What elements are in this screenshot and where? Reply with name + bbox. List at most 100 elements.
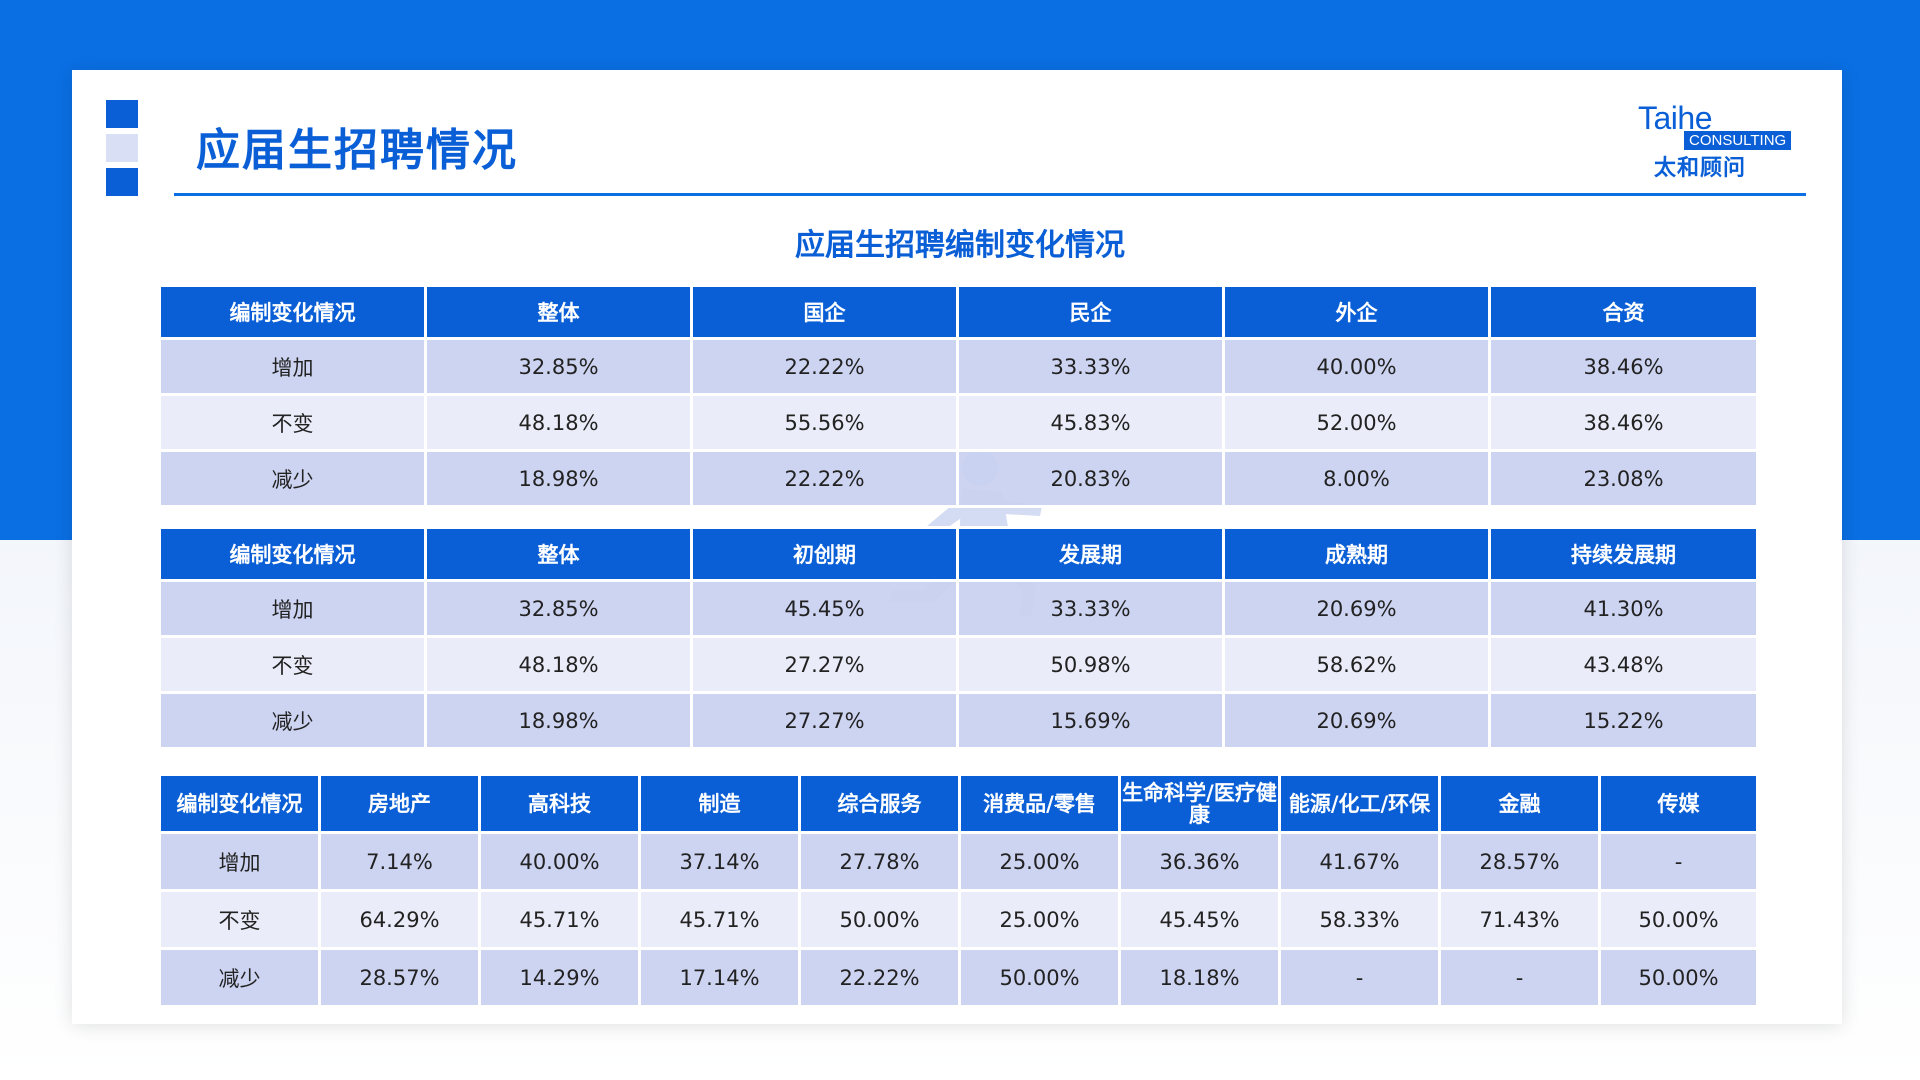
header-cell: 编制变化情况 bbox=[158, 284, 427, 340]
table-cell: 18.18% bbox=[1118, 947, 1281, 1008]
table-row: 增加 7.14% 40.00% 37.14% 27.78% 25.00% 36.… bbox=[158, 831, 1759, 892]
table-cell: 33.33% bbox=[956, 579, 1225, 638]
table-row: 减少 18.98% 22.22% 20.83% 8.00% 23.08% bbox=[158, 449, 1759, 508]
table-cell: 48.18% bbox=[424, 635, 693, 694]
table-cell: 27.27% bbox=[690, 691, 959, 750]
table-cell: 71.43% bbox=[1438, 889, 1601, 950]
table-cell: 18.98% bbox=[424, 449, 693, 508]
table-cell: 50.00% bbox=[958, 947, 1121, 1008]
table-cell: 17.14% bbox=[638, 947, 801, 1008]
table-cell: 38.46% bbox=[1488, 337, 1759, 396]
table-cell: 23.08% bbox=[1488, 449, 1759, 508]
header-cell: 高科技 bbox=[478, 773, 641, 834]
table-industry: 编制变化情况 房地产 高科技 制造 综合服务 消费品/零售 生命科学/医疗健康 … bbox=[158, 773, 1759, 1008]
row-label: 不变 bbox=[158, 889, 321, 950]
header-cell: 消费品/零售 bbox=[958, 773, 1121, 834]
table-cell: 45.71% bbox=[478, 889, 641, 950]
table-company-stage: 编制变化情况 整体 初创期 发展期 成熟期 持续发展期 增加 32.85% 45… bbox=[158, 526, 1759, 750]
table-row: 不变 48.18% 55.56% 45.83% 52.00% 38.46% bbox=[158, 393, 1759, 452]
table-cell: 8.00% bbox=[1222, 449, 1491, 508]
table-cell: 36.36% bbox=[1118, 831, 1281, 892]
table-row: 增加 32.85% 45.45% 33.33% 20.69% 41.30% bbox=[158, 579, 1759, 638]
table-cell: - bbox=[1278, 947, 1441, 1008]
table-cell: 48.18% bbox=[424, 393, 693, 452]
table-cell: 32.85% bbox=[424, 579, 693, 638]
table-cell: 41.30% bbox=[1488, 579, 1759, 638]
section-title: 应届生招聘编制变化情况 bbox=[795, 228, 1125, 263]
table-row: 不变 48.18% 27.27% 50.98% 58.62% 43.48% bbox=[158, 635, 1759, 694]
row-label: 不变 bbox=[158, 635, 427, 694]
table-cell: - bbox=[1598, 831, 1759, 892]
table-cell: 52.00% bbox=[1222, 393, 1491, 452]
header-cell: 编制变化情况 bbox=[158, 773, 321, 834]
header-cell: 金融 bbox=[1438, 773, 1601, 834]
logo-cn-text: 太和顾问 bbox=[1654, 156, 1747, 181]
table-row: 不变 64.29% 45.71% 45.71% 50.00% 25.00% 45… bbox=[158, 889, 1759, 950]
table-cell: 37.14% bbox=[638, 831, 801, 892]
header-cell: 民企 bbox=[956, 284, 1225, 340]
table-cell: 15.69% bbox=[956, 691, 1225, 750]
row-label: 增加 bbox=[158, 337, 427, 396]
table-cell: 27.78% bbox=[798, 831, 961, 892]
table-cell: 50.00% bbox=[1598, 889, 1759, 950]
table-cell: 22.22% bbox=[798, 947, 961, 1008]
header-cell: 编制变化情况 bbox=[158, 526, 427, 582]
table-cell: 64.29% bbox=[318, 889, 481, 950]
table-cell: - bbox=[1438, 947, 1601, 1008]
header-cell: 外企 bbox=[1222, 284, 1491, 340]
row-label: 增加 bbox=[158, 579, 427, 638]
table-ownership: 编制变化情况 整体 国企 民企 外企 合资 增加 32.85% 22.22% 3… bbox=[158, 284, 1759, 508]
header-cell: 国企 bbox=[690, 284, 959, 340]
header-cell: 持续发展期 bbox=[1488, 526, 1759, 582]
table-header-row: 编制变化情况 整体 初创期 发展期 成熟期 持续发展期 bbox=[158, 526, 1759, 582]
table-cell: 58.33% bbox=[1278, 889, 1441, 950]
decor-square-middle bbox=[106, 134, 138, 162]
table-cell: 50.98% bbox=[956, 635, 1225, 694]
table-cell: 40.00% bbox=[1222, 337, 1491, 396]
table-cell: 15.22% bbox=[1488, 691, 1759, 750]
table-cell: 45.71% bbox=[638, 889, 801, 950]
table-header-row: 编制变化情况 整体 国企 民企 外企 合资 bbox=[158, 284, 1759, 340]
table-row: 减少 28.57% 14.29% 17.14% 22.22% 50.00% 18… bbox=[158, 947, 1759, 1008]
row-label: 减少 bbox=[158, 449, 427, 508]
header-cell: 房地产 bbox=[318, 773, 481, 834]
table-cell: 45.83% bbox=[956, 393, 1225, 452]
decor-square-bottom bbox=[106, 168, 138, 196]
table-cell: 45.45% bbox=[690, 579, 959, 638]
header-cell: 初创期 bbox=[690, 526, 959, 582]
table-row: 增加 32.85% 22.22% 33.33% 40.00% 38.46% bbox=[158, 337, 1759, 396]
header-cell: 发展期 bbox=[956, 526, 1225, 582]
header-cell: 传媒 bbox=[1598, 773, 1759, 834]
header-cell: 合资 bbox=[1488, 284, 1759, 340]
table-cell: 50.00% bbox=[798, 889, 961, 950]
table-cell: 58.62% bbox=[1222, 635, 1491, 694]
decor-square-top bbox=[106, 100, 138, 128]
table-cell: 27.27% bbox=[690, 635, 959, 694]
table-cell: 33.33% bbox=[956, 337, 1225, 396]
table-cell: 50.00% bbox=[1598, 947, 1759, 1008]
table-cell: 28.57% bbox=[1438, 831, 1601, 892]
table-cell: 20.69% bbox=[1222, 691, 1491, 750]
table-cell: 28.57% bbox=[318, 947, 481, 1008]
table-cell: 43.48% bbox=[1488, 635, 1759, 694]
table-header-row: 编制变化情况 房地产 高科技 制造 综合服务 消费品/零售 生命科学/医疗健康 … bbox=[158, 773, 1759, 834]
table-cell: 25.00% bbox=[958, 889, 1121, 950]
table-cell: 14.29% bbox=[478, 947, 641, 1008]
table-cell: 38.46% bbox=[1488, 393, 1759, 452]
header-cell: 成熟期 bbox=[1222, 526, 1491, 582]
table-cell: 45.45% bbox=[1118, 889, 1281, 950]
company-logo: Taihe CONSULTING 太和顾问 bbox=[1638, 100, 1808, 181]
table-cell: 20.83% bbox=[956, 449, 1225, 508]
table-row: 减少 18.98% 27.27% 15.69% 20.69% 15.22% bbox=[158, 691, 1759, 750]
table-cell: 22.22% bbox=[690, 337, 959, 396]
row-label: 不变 bbox=[158, 393, 427, 452]
logo-consulting-text: CONSULTING bbox=[1684, 131, 1792, 150]
header-cell: 制造 bbox=[638, 773, 801, 834]
table-cell: 20.69% bbox=[1222, 579, 1491, 638]
table-cell: 25.00% bbox=[958, 831, 1121, 892]
header-cell: 能源/化工/环保 bbox=[1278, 773, 1441, 834]
table-cell: 40.00% bbox=[478, 831, 641, 892]
header-cell: 整体 bbox=[424, 526, 693, 582]
header-cell: 整体 bbox=[424, 284, 693, 340]
table-cell: 32.85% bbox=[424, 337, 693, 396]
